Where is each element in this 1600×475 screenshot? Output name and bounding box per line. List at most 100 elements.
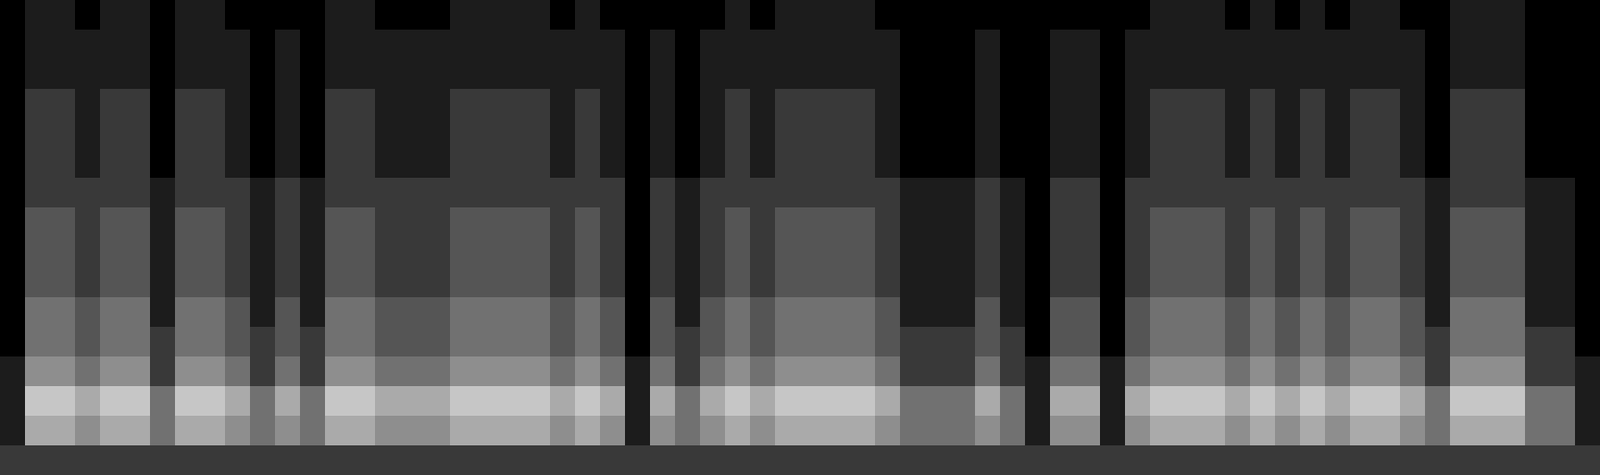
cell — [975, 445, 1001, 475]
cell — [525, 445, 551, 475]
cell — [550, 0, 576, 31]
cell — [1200, 207, 1226, 238]
cell — [400, 0, 426, 31]
cell — [175, 0, 201, 31]
cell — [1475, 386, 1501, 417]
cell — [425, 267, 451, 299]
cell — [1000, 415, 1026, 447]
cell — [75, 148, 101, 179]
cell — [550, 59, 576, 90]
cell — [725, 118, 751, 150]
cell — [650, 326, 676, 358]
cell — [225, 207, 251, 238]
cell — [1200, 0, 1226, 31]
cell — [1275, 207, 1301, 238]
cell — [1500, 148, 1526, 179]
cell — [1450, 356, 1476, 388]
cell — [1450, 207, 1476, 238]
cell — [875, 445, 901, 475]
cell — [400, 415, 426, 447]
cell — [950, 207, 976, 238]
cell — [375, 445, 401, 475]
cell — [575, 59, 601, 90]
cell — [1350, 445, 1376, 475]
cell — [100, 177, 126, 209]
cell — [350, 237, 376, 269]
cell — [1425, 59, 1451, 90]
cell — [1200, 356, 1226, 388]
cell — [1475, 207, 1501, 238]
cell — [275, 267, 301, 299]
cell — [225, 148, 251, 179]
cell — [225, 88, 251, 120]
cell — [1400, 415, 1426, 447]
cell — [975, 267, 1001, 299]
cell — [0, 118, 26, 150]
cell — [1400, 267, 1426, 299]
cell — [300, 118, 326, 150]
cell — [75, 297, 101, 328]
cell — [300, 415, 326, 447]
cell — [600, 29, 626, 61]
cell — [1400, 0, 1426, 31]
cell — [1225, 29, 1251, 61]
cell — [1050, 59, 1076, 90]
cell — [300, 267, 326, 299]
cell — [200, 415, 226, 447]
cell — [1200, 445, 1226, 475]
cell — [1575, 356, 1600, 388]
cell — [625, 326, 651, 358]
cell — [1350, 29, 1376, 61]
cell — [950, 326, 976, 358]
cell — [0, 356, 26, 388]
cell — [175, 118, 201, 150]
cell — [150, 207, 176, 238]
cell — [1025, 386, 1051, 417]
cell — [825, 118, 851, 150]
cell — [1350, 326, 1376, 358]
cell — [550, 445, 576, 475]
cell — [1375, 118, 1401, 150]
cell — [1375, 148, 1401, 179]
cell — [125, 415, 151, 447]
cell — [925, 297, 951, 328]
cell — [1575, 29, 1600, 61]
cell — [350, 177, 376, 209]
cell — [100, 356, 126, 388]
cell — [675, 386, 701, 417]
cell — [325, 148, 351, 179]
cell — [1075, 386, 1101, 417]
cell — [450, 445, 476, 475]
cell — [1375, 237, 1401, 269]
cell — [1450, 177, 1476, 209]
cell — [375, 237, 401, 269]
cell — [275, 356, 301, 388]
cell — [1275, 237, 1301, 269]
cell — [950, 267, 976, 299]
cell — [1225, 297, 1251, 328]
cell — [1325, 88, 1351, 120]
cell — [600, 177, 626, 209]
cell — [350, 356, 376, 388]
cell — [1275, 267, 1301, 299]
cell — [825, 207, 851, 238]
cell — [1300, 148, 1326, 179]
cell — [225, 0, 251, 31]
cell — [575, 29, 601, 61]
cell — [200, 0, 226, 31]
cell — [400, 326, 426, 358]
cell — [1525, 445, 1551, 475]
cell — [800, 326, 826, 358]
cell — [800, 148, 826, 179]
cell — [100, 326, 126, 358]
cell — [725, 237, 751, 269]
cell — [1575, 148, 1600, 179]
cell — [500, 177, 526, 209]
cell — [0, 445, 26, 475]
cell — [575, 0, 601, 31]
cell — [1025, 297, 1051, 328]
cell — [1350, 356, 1376, 388]
cell — [800, 237, 826, 269]
cell — [925, 267, 951, 299]
cell — [875, 267, 901, 299]
